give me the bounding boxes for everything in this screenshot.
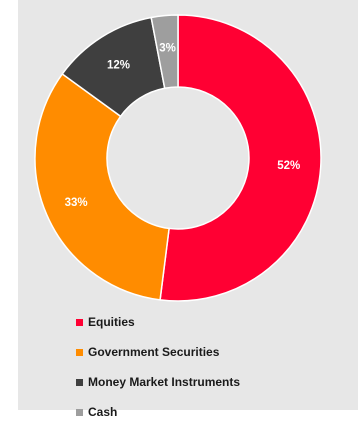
legend-item-cash: Cash (76, 397, 346, 427)
legend-label-money-market-instruments: Money Market Instruments (88, 375, 241, 389)
slice-label-cash: 3% (159, 42, 176, 54)
legend-swatch-government-securities (76, 348, 83, 356)
slice-label-equities: 52% (277, 160, 300, 172)
legend-item-equities: Equities (76, 307, 346, 337)
legend-swatch-equities (76, 318, 83, 326)
slice-cash (150, 14, 179, 90)
slice-label-money-market-instruments: 12% (107, 59, 130, 71)
legend-label-cash: Cash (88, 405, 118, 419)
legend-label-equities: Equities (88, 315, 135, 329)
legend-item-money-market-instruments: Money Market Instruments (76, 367, 346, 397)
chart-legend: Equities Government Securities Money Mar… (76, 307, 346, 427)
slice-equities (159, 14, 322, 302)
legend-swatch-cash (76, 408, 83, 416)
slice-government-securities (34, 72, 170, 301)
slice-label-government-securities: 33% (65, 197, 88, 209)
legend-item-government-securities: Government Securities (76, 337, 346, 367)
legend-swatch-money-market-instruments (76, 378, 83, 386)
legend-label-government-securities: Government Securities (88, 345, 220, 359)
